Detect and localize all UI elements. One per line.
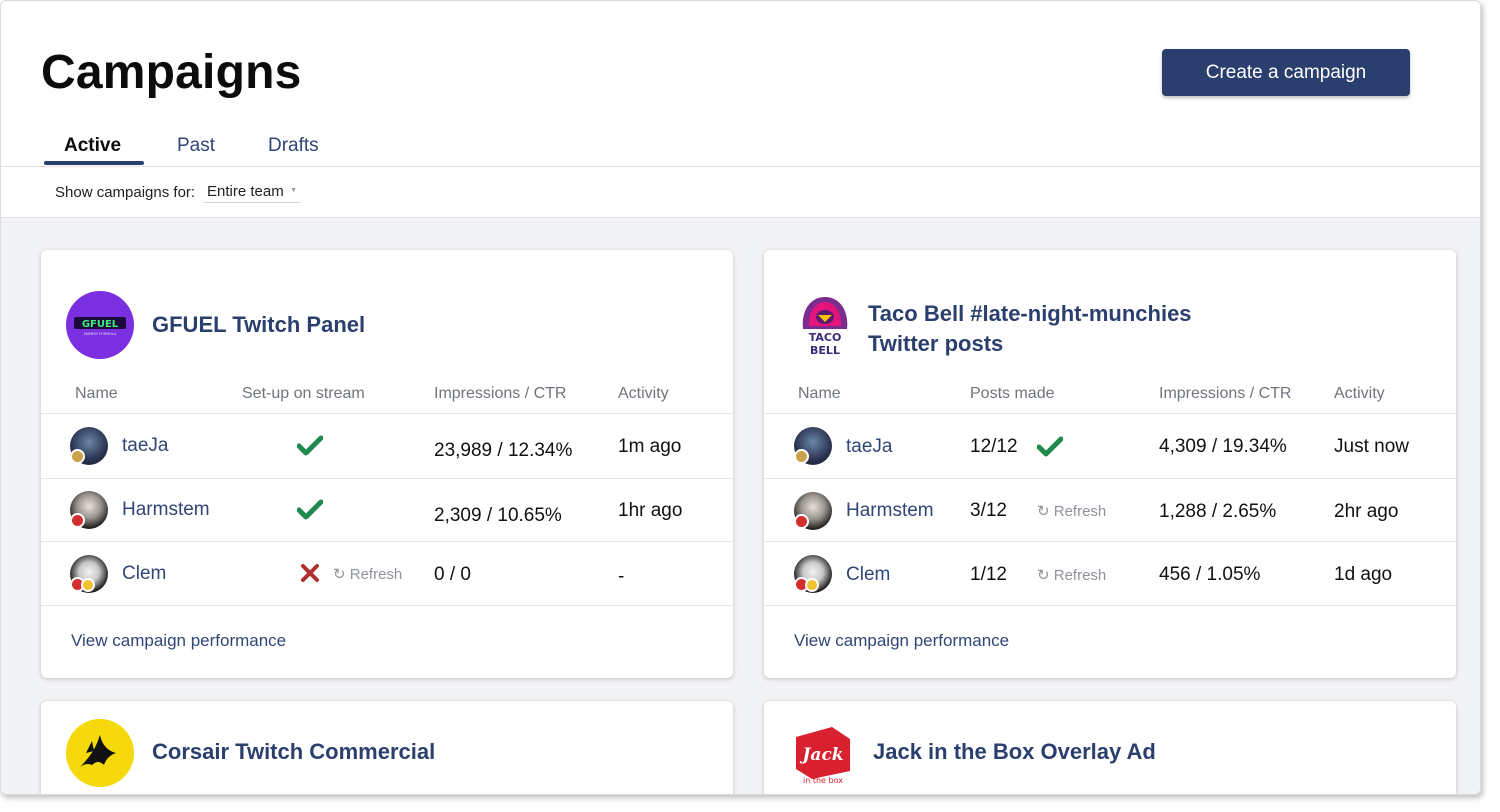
avatar[interactable] [70,491,108,529]
activity-time: 1hr ago [618,500,683,521]
column-header-setup: Set-up on stream [242,385,365,402]
refresh-button[interactable]: ↻ Refresh [1037,502,1106,520]
svg-text:GFUEL: GFUEL [82,319,119,330]
row-divider [764,478,1456,479]
activity-time: Just now [1334,436,1409,457]
rank-badge-icon [81,578,95,592]
posts-made: 12/12 [970,436,1018,457]
refresh-icon: ↻ [1037,503,1050,520]
column-header-impressions: Impressions / CTR [1159,385,1292,402]
svg-text:TACO: TACO [809,331,842,344]
impressions-ctr: 0 / 0 [434,564,471,585]
impressions-ctr: 23,989 / 12.34% [434,440,573,461]
x-icon [301,564,319,582]
campaign-title: Corsair Twitch Commercial [152,739,436,764]
create-campaign-button[interactable]: Create a campaign [1162,49,1410,96]
view-campaign-performance-link[interactable]: View campaign performance [71,631,287,650]
team-filter-value: Entire team [207,183,284,200]
refresh-button[interactable]: ↻ Refresh [333,565,402,583]
creator-name-link[interactable]: taeJa [846,436,893,457]
row-divider [764,413,1456,414]
jack-logo-subtext: in the box [803,776,843,785]
activity-time: 1d ago [1334,564,1393,585]
campaign-card-gfuel: GFUEL ENERGY FORMULA GFUEL Twitch Panel … [41,250,733,678]
campaign-title: Taco Bell #late-night-munchies Twitter p… [868,299,1192,359]
tabs-divider [1,166,1480,167]
avatar[interactable] [794,492,832,530]
rank-badge-icon [805,578,819,592]
impressions-ctr: 1,288 / 2.65% [1159,501,1277,522]
check-icon [297,435,323,456]
app-window: Campaigns Create a campaign Active Past … [0,0,1481,795]
campaign-title-line-1: Taco Bell #late-night-munchies [868,301,1192,326]
creator-name-link[interactable]: Clem [122,563,167,584]
page-title: Campaigns [41,46,302,99]
column-header-activity: Activity [618,385,669,402]
activity-time: 1m ago [618,436,682,457]
team-badge-icon [794,449,809,464]
row-divider [764,541,1456,542]
avatar[interactable] [794,427,832,465]
team-filter-select[interactable]: Entire team ▼ [204,183,300,203]
column-header-name: Name [798,385,841,402]
tab-active[interactable]: Active [64,135,122,156]
taco-bell-logo: TACO BELL [798,295,852,357]
check-icon [1037,436,1063,457]
row-divider [41,413,733,414]
filter-label: Show campaigns for: [55,184,196,201]
tab-past[interactable]: Past [177,135,216,156]
activity-time: - [618,566,625,587]
posts-made: 1/12 [970,564,1007,585]
column-header-posts: Posts made [970,385,1055,402]
team-badge-icon [70,513,85,528]
view-campaign-performance-link[interactable]: View campaign performance [794,631,1010,650]
refresh-label: Refresh [349,566,403,583]
row-divider [41,605,733,606]
check-icon [297,499,323,520]
avatar[interactable] [70,427,108,465]
campaign-title: Jack in the Box Overlay Ad [873,739,1156,764]
page-header: Campaigns Create a campaign Active Past … [1,1,1480,218]
activity-time: 2hr ago [1334,501,1399,522]
refresh-icon: ↻ [1037,567,1050,584]
creator-name-link[interactable]: Harmstem [846,500,934,521]
refresh-label: Refresh [1053,567,1107,584]
row-divider [41,541,733,542]
row-divider [764,605,1456,606]
header-divider [1,217,1480,218]
creator-name-link[interactable]: taeJa [122,435,169,456]
chevron-down-icon: ▼ [290,187,297,194]
team-badge-icon [70,449,85,464]
refresh-button[interactable]: ↻ Refresh [1037,566,1106,584]
impressions-ctr: 4,309 / 19.34% [1159,436,1287,457]
campaign-card-taco-bell: TACO BELL Taco Bell #late-night-munchies… [764,250,1456,678]
row-divider [41,478,733,479]
team-badge-icon [794,514,809,529]
corsair-logo [66,719,134,787]
column-header-activity: Activity [1334,385,1385,402]
campaign-card-jack-in-the-box: Jack in the box Jack in the Box Overlay … [764,701,1456,794]
posts-made: 3/12 [970,500,1007,521]
avatar[interactable] [70,555,108,593]
refresh-icon: ↻ [333,566,346,583]
tab-drafts[interactable]: Drafts [268,135,319,156]
campaign-title-line-2: Twitter posts [868,331,1004,356]
impressions-ctr: 456 / 1.05% [1159,564,1261,585]
creator-name-link[interactable]: Clem [846,564,891,585]
campaign-title: GFUEL Twitch Panel [152,312,366,337]
jack-in-the-box-logo: Jack in the box [792,723,854,785]
impressions-ctr: 2,309 / 10.65% [434,505,562,526]
jack-logo-text: Jack [799,745,843,765]
svg-text:BELL: BELL [810,344,840,357]
column-header-name: Name [75,385,118,402]
campaign-card-corsair: Corsair Twitch Commercial [41,701,733,794]
svg-text:ENERGY FORMULA: ENERGY FORMULA [84,332,117,336]
gfuel-logo: GFUEL ENERGY FORMULA [66,291,134,359]
creator-name-link[interactable]: Harmstem [122,499,210,520]
column-header-impressions: Impressions / CTR [434,385,567,402]
refresh-label: Refresh [1053,503,1107,520]
active-tab-indicator [44,161,144,165]
avatar[interactable] [794,555,832,593]
